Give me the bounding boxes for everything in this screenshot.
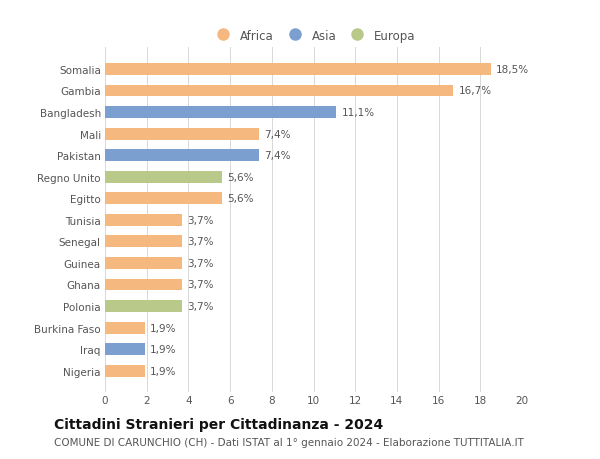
Text: Cittadini Stranieri per Cittadinanza - 2024: Cittadini Stranieri per Cittadinanza - 2… (54, 417, 383, 431)
Bar (105, 322, 145, 334)
Bar (105, 193, 222, 205)
Bar (105, 64, 491, 76)
Text: 1,9%: 1,9% (150, 344, 176, 354)
Bar (105, 129, 259, 140)
Text: 3,7%: 3,7% (187, 258, 214, 269)
Text: 3,7%: 3,7% (187, 215, 214, 225)
Text: 5,6%: 5,6% (227, 172, 253, 182)
Bar (105, 85, 453, 97)
Bar (105, 236, 182, 248)
Text: 18,5%: 18,5% (496, 65, 529, 75)
Bar (105, 171, 222, 183)
Text: 1,9%: 1,9% (150, 366, 176, 376)
Text: 3,7%: 3,7% (187, 237, 214, 247)
Text: 7,4%: 7,4% (265, 129, 291, 139)
Bar (105, 343, 145, 355)
Text: 7,4%: 7,4% (265, 151, 291, 161)
Bar (105, 365, 145, 377)
Text: 16,7%: 16,7% (458, 86, 491, 96)
Bar (105, 107, 337, 119)
Text: COMUNE DI CARUNCHIO (CH) - Dati ISTAT al 1° gennaio 2024 - Elaborazione TUTTITAL: COMUNE DI CARUNCHIO (CH) - Dati ISTAT al… (54, 437, 524, 447)
Bar (105, 150, 259, 162)
Legend: Africa, Asia, Europa: Africa, Asia, Europa (207, 25, 420, 47)
Bar (105, 257, 182, 269)
Text: 11,1%: 11,1% (341, 108, 375, 118)
Text: 3,7%: 3,7% (187, 302, 214, 311)
Bar (105, 214, 182, 226)
Text: 1,9%: 1,9% (150, 323, 176, 333)
Bar (105, 301, 182, 312)
Text: 3,7%: 3,7% (187, 280, 214, 290)
Text: 5,6%: 5,6% (227, 194, 253, 204)
Bar (105, 279, 182, 291)
